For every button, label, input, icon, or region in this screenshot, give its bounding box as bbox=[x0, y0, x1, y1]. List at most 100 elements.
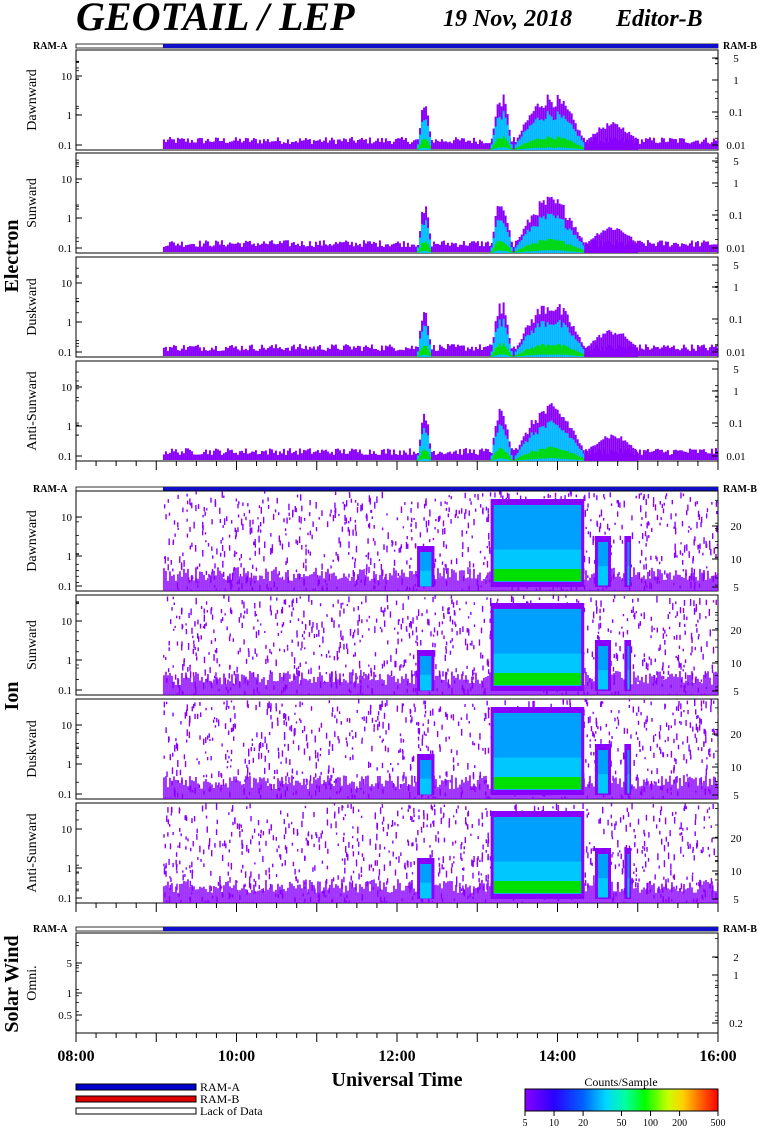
electron-noise bbox=[484, 346, 487, 356]
ion-noise bbox=[192, 672, 195, 676]
electron-noise bbox=[166, 453, 169, 460]
electron-flux-mid bbox=[504, 226, 507, 253]
electron-noise bbox=[470, 241, 473, 252]
ion-noise bbox=[469, 561, 471, 568]
ion-noise bbox=[711, 669, 714, 673]
ion-noise bbox=[302, 562, 305, 569]
electron-noise bbox=[338, 139, 341, 149]
ion-noise bbox=[706, 757, 708, 760]
ion-noise bbox=[675, 513, 677, 517]
ion-noise bbox=[454, 621, 456, 625]
ion-band bbox=[344, 576, 347, 591]
ion-noise bbox=[482, 507, 484, 515]
electron-noise bbox=[696, 452, 699, 460]
ion-noise bbox=[276, 597, 278, 601]
electron-noise bbox=[232, 347, 235, 356]
electron-noise bbox=[448, 345, 451, 356]
ion-band bbox=[202, 574, 205, 591]
electron-flux-mid bbox=[570, 335, 573, 357]
ion-noise bbox=[170, 559, 172, 565]
ion-noise bbox=[375, 719, 377, 723]
ion-noise bbox=[695, 723, 698, 731]
ion-noise bbox=[439, 573, 441, 578]
electron-noise bbox=[262, 139, 265, 149]
electron-noise bbox=[700, 345, 703, 356]
ion-noise bbox=[245, 516, 247, 521]
ion-noise bbox=[210, 608, 212, 615]
electron-noise bbox=[438, 451, 441, 460]
electron-flux-high bbox=[524, 246, 527, 252]
electron-noise bbox=[454, 137, 457, 149]
ion-noise bbox=[600, 509, 603, 517]
ion-noise bbox=[264, 631, 266, 634]
ion-noise bbox=[681, 552, 684, 556]
ion-noise bbox=[433, 562, 436, 568]
electron-noise bbox=[184, 141, 187, 149]
electron-flux bbox=[618, 127, 621, 150]
electron-flux bbox=[602, 439, 605, 461]
ion-noise bbox=[696, 628, 698, 633]
electron-flux-mid bbox=[546, 111, 549, 150]
electron-noise bbox=[218, 350, 221, 356]
ion-noise bbox=[313, 633, 316, 639]
electron-noise bbox=[338, 241, 341, 252]
ion-noise bbox=[682, 607, 685, 614]
ion-band bbox=[262, 677, 265, 695]
ion-noise bbox=[273, 776, 275, 780]
electron-noise bbox=[176, 243, 179, 252]
ion-noise bbox=[301, 771, 304, 774]
ion-band bbox=[644, 674, 647, 695]
ion-noise bbox=[198, 563, 201, 567]
ion-noise bbox=[318, 644, 321, 648]
electron-noise bbox=[370, 344, 373, 356]
ion-noise bbox=[378, 559, 381, 562]
ion-band bbox=[250, 672, 253, 695]
ion-noise bbox=[249, 519, 251, 527]
electron-flux bbox=[620, 128, 623, 150]
ion-noise bbox=[305, 548, 307, 556]
ion-noise bbox=[409, 653, 411, 656]
ion-band bbox=[636, 684, 639, 695]
ion-noise bbox=[391, 543, 393, 547]
electron-flux-mid bbox=[566, 229, 569, 253]
electron-noise bbox=[282, 448, 285, 460]
ion-band bbox=[612, 567, 615, 591]
ion-band bbox=[282, 579, 285, 591]
ion-noise bbox=[460, 728, 463, 736]
electron-noise bbox=[464, 141, 467, 149]
ion-noise bbox=[450, 496, 452, 500]
ion-noise bbox=[695, 609, 697, 612]
electron-flux-high bbox=[554, 447, 557, 459]
electron-flux-mid bbox=[540, 217, 543, 253]
ion-noise bbox=[608, 527, 611, 531]
ion-noise bbox=[623, 596, 626, 599]
electron-noise bbox=[254, 350, 257, 356]
ion-noise bbox=[697, 636, 700, 640]
electron-noise bbox=[304, 345, 307, 356]
ion-noise bbox=[292, 776, 295, 780]
ion-band bbox=[378, 673, 381, 695]
electron-flux-high bbox=[532, 348, 535, 356]
ion-band bbox=[470, 676, 473, 695]
electron-noise bbox=[272, 452, 275, 460]
electron-noise bbox=[468, 243, 471, 252]
electron-noise bbox=[430, 451, 433, 460]
ion-band bbox=[272, 569, 275, 591]
electron-noise bbox=[168, 242, 171, 252]
panel-ylabel: Duskward bbox=[25, 278, 40, 336]
ion-noise bbox=[311, 599, 313, 605]
ion-band bbox=[588, 677, 591, 695]
ion-noise bbox=[641, 517, 643, 520]
ion-noise bbox=[675, 615, 677, 618]
electron-noise bbox=[714, 448, 717, 460]
electron-noise bbox=[260, 451, 263, 460]
ion-noise bbox=[295, 597, 298, 604]
electron-noise bbox=[452, 243, 455, 252]
electron-noise bbox=[434, 350, 437, 356]
electron-flux-high bbox=[492, 144, 495, 149]
ion-noise bbox=[650, 635, 652, 639]
electron-flux-high bbox=[562, 137, 565, 148]
electron-flux-high bbox=[578, 145, 581, 150]
ion-noise bbox=[471, 640, 473, 646]
ion-noise bbox=[254, 539, 256, 546]
